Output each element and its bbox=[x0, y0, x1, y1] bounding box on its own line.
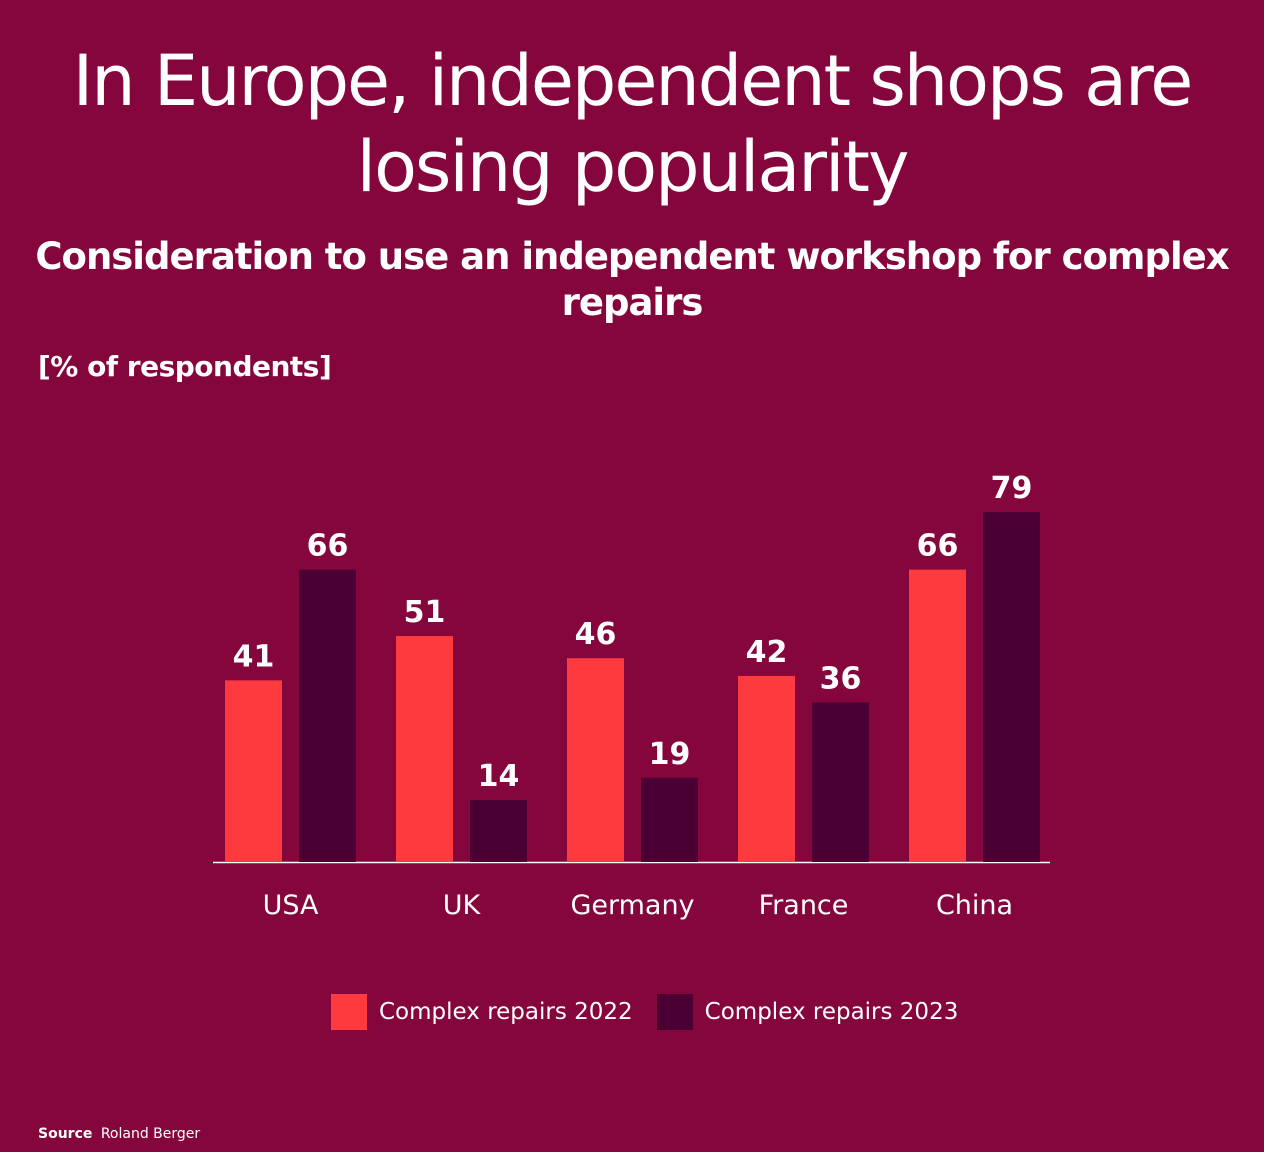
chart-title: In Europe, independent shops are losing … bbox=[72, 40, 1194, 208]
data-label-china-series-0: 66 bbox=[917, 529, 959, 564]
x-tick-label-germany: Germany bbox=[570, 890, 694, 921]
bar-uk-series-1 bbox=[470, 799, 527, 862]
data-label-france-series-1: 36 bbox=[820, 662, 862, 697]
data-label-uk-series-0: 51 bbox=[404, 595, 446, 630]
data-label-china-series-1: 79 bbox=[991, 471, 1033, 506]
bar-france-series-0 bbox=[738, 675, 795, 862]
legend-label-2023: Complex repairs 2023 bbox=[704, 999, 959, 1025]
data-label-usa-series-1: 66 bbox=[307, 529, 349, 564]
legend-label-2022: Complex repairs 2022 bbox=[379, 999, 633, 1025]
data-label-germany-series-0: 46 bbox=[575, 617, 617, 652]
bar-usa-series-1 bbox=[299, 569, 356, 862]
bar-france-series-1 bbox=[812, 702, 869, 862]
x-tick-label-france: France bbox=[759, 890, 849, 921]
x-tick-label-uk: UK bbox=[443, 890, 482, 921]
legend-swatch-2023 bbox=[656, 994, 693, 1030]
bar-china-series-0 bbox=[909, 569, 966, 862]
bar-germany-series-1 bbox=[641, 777, 698, 862]
data-label-france-series-0: 42 bbox=[746, 635, 788, 670]
bar-germany-series-0 bbox=[567, 658, 624, 862]
bar-chart: 41 66 USA 51 14 UK 46 19 Germany 42 36 France 66 79 Ch… bbox=[213, 471, 1050, 921]
data-label-germany-series-1: 19 bbox=[649, 737, 691, 772]
data-label-uk-series-1: 14 bbox=[478, 759, 520, 794]
chart-subtitle: Consideration to use an independent work… bbox=[35, 235, 1229, 324]
bar-uk-series-0 bbox=[396, 636, 453, 862]
data-label-usa-series-0: 41 bbox=[233, 639, 275, 674]
unit-label: [% of respondents] bbox=[38, 350, 332, 383]
bar-usa-series-0 bbox=[225, 680, 282, 862]
legend: Complex repairs 2022 Complex repairs 202… bbox=[331, 994, 982, 1030]
legend-item-2022: Complex repairs 2022 bbox=[331, 994, 633, 1030]
bar-china-series-1 bbox=[983, 512, 1040, 862]
legend-item-2023: Complex repairs 2023 bbox=[656, 994, 959, 1030]
source-note: Source Roland Berger bbox=[38, 1126, 200, 1142]
legend-swatch-2022 bbox=[331, 994, 367, 1030]
x-tick-label-usa: USA bbox=[263, 890, 319, 921]
source-label: Source bbox=[38, 1126, 93, 1142]
source-text: Roland Berger bbox=[100, 1126, 201, 1142]
x-tick-label-china: China bbox=[936, 890, 1013, 921]
